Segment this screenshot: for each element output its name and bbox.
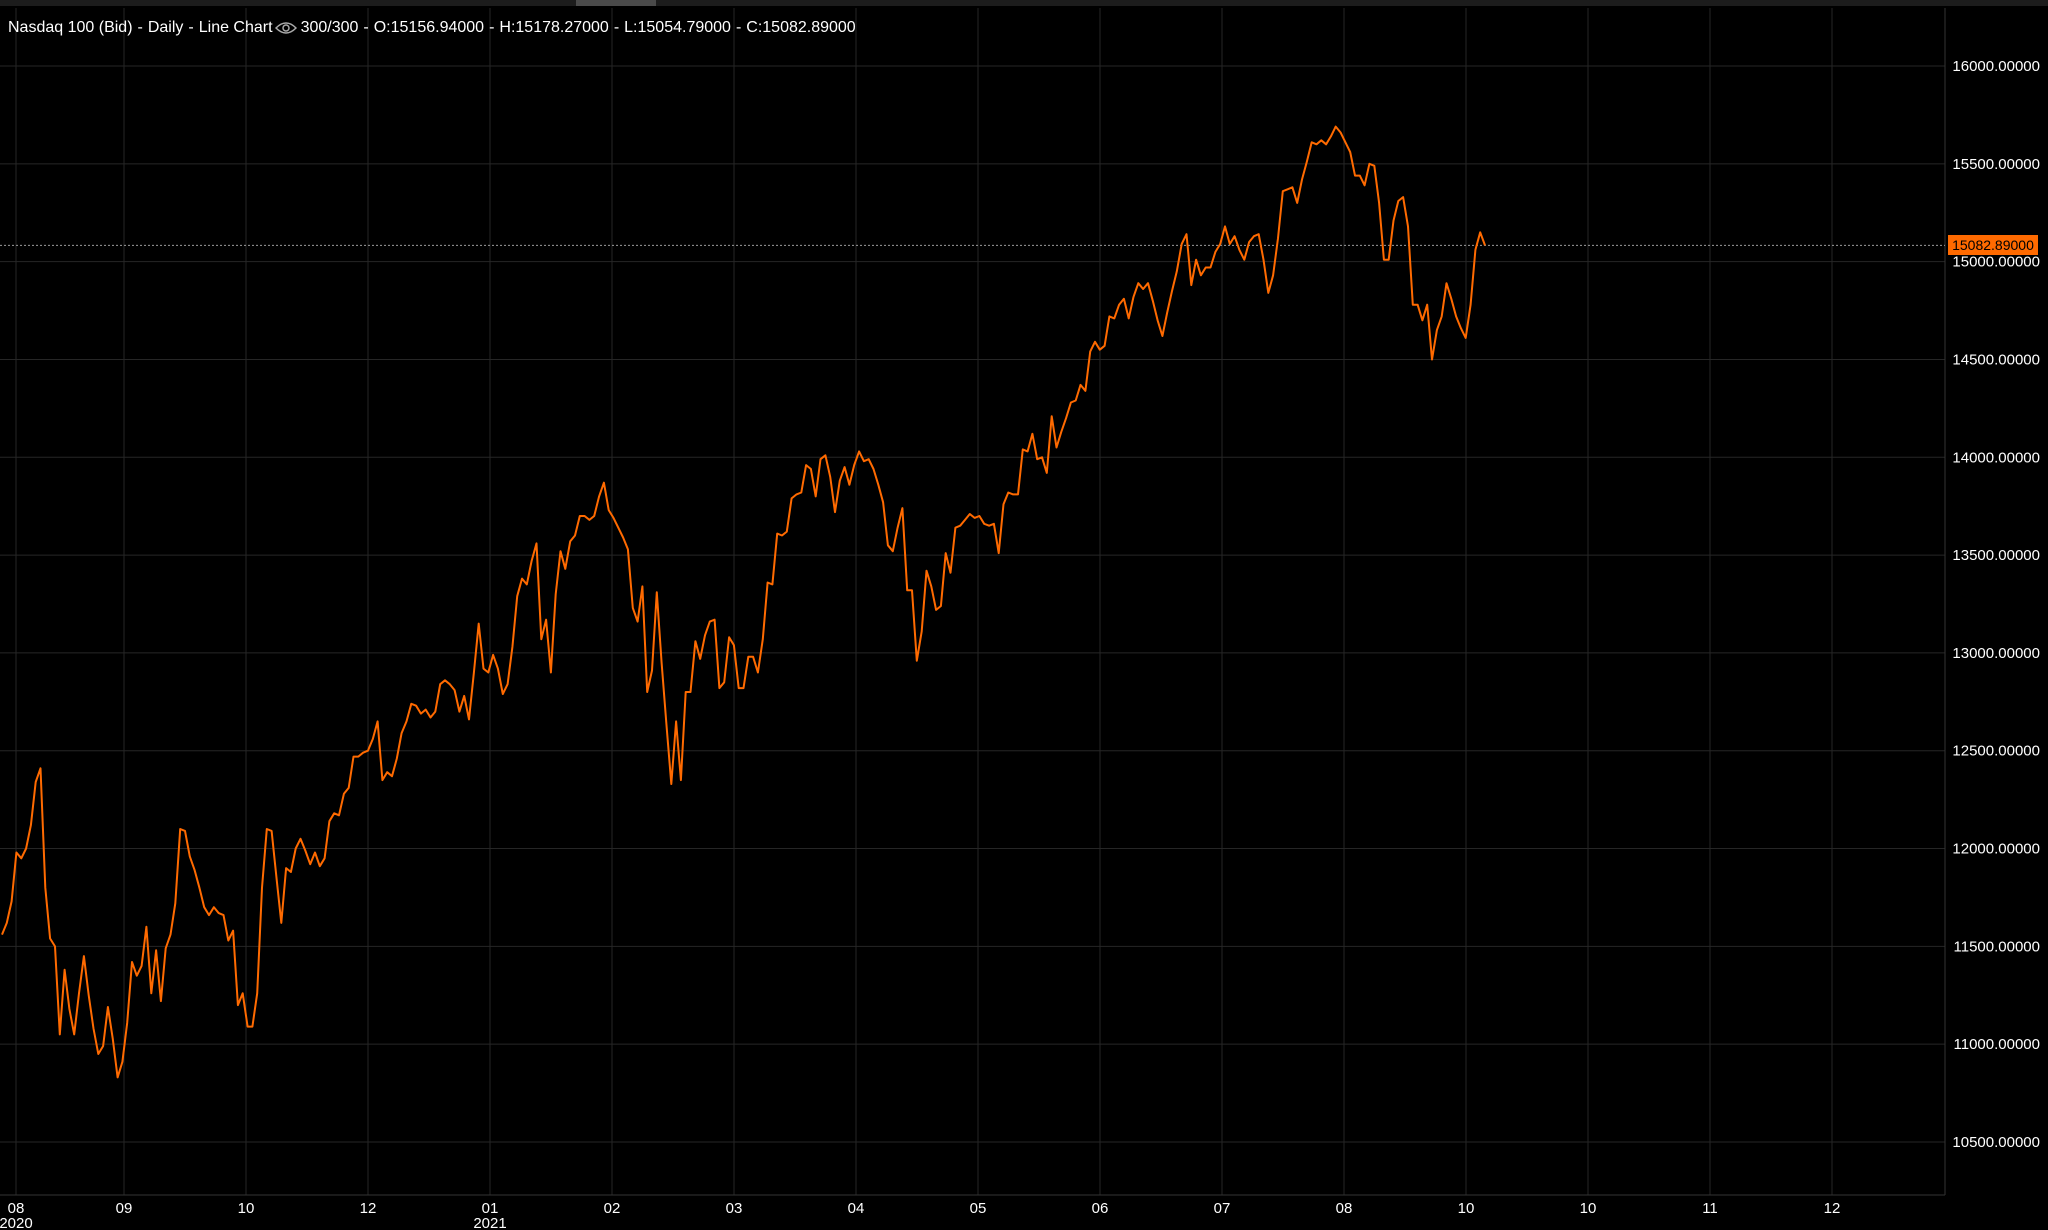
- price-series-line: [1, 125, 1486, 1079]
- open-value: O:15156.94000: [373, 19, 485, 36]
- x-tick-year-label: 2021: [473, 1215, 506, 1230]
- chart-grid: [0, 8, 1946, 1196]
- high-value: H:15178.27000: [499, 19, 609, 36]
- x-tick-label: 07: [1214, 1200, 1231, 1217]
- x-tick-label: 10: [1458, 1200, 1475, 1217]
- y-tick-label: 15000.00000: [1952, 254, 2040, 271]
- header-separator: -: [363, 19, 369, 36]
- bar-count: 300/300: [300, 19, 359, 36]
- y-tick-label: 11000.00000: [1954, 1036, 2040, 1053]
- x-tick-label: 08: [8, 1200, 25, 1217]
- x-tick-label: 02: [604, 1200, 621, 1217]
- last-price-badge: 15082.89000: [1948, 235, 2038, 256]
- instrument-name[interactable]: Nasdaq 100 (Bid): [8, 19, 133, 36]
- window-tab-indicator[interactable]: [576, 0, 656, 6]
- y-tick-label: 14000.00000: [1952, 449, 2040, 466]
- x-tick-label: 12: [360, 1200, 377, 1217]
- chart-header: Nasdaq 100 (Bid) - Daily - Line Chart 30…: [8, 18, 856, 38]
- x-tick-label: 08: [1336, 1200, 1353, 1217]
- y-tick-label: 12000.00000: [1952, 841, 2040, 858]
- y-tick-label: 14500.00000: [1952, 351, 2040, 368]
- header-separator: -: [489, 19, 495, 36]
- x-tick-label: 11: [1702, 1200, 1718, 1217]
- x-tick-label: 06: [1092, 1200, 1109, 1217]
- price-axis[interactable]: 16000.00000 15500.00000 15000.00000 14500.0…: [1952, 58, 2040, 1151]
- header-separator: -: [735, 19, 742, 36]
- chart-type-label[interactable]: Line Chart: [198, 19, 273, 36]
- y-tick-label: 10500.00000: [1952, 1134, 2040, 1151]
- header-separator: -: [137, 19, 143, 36]
- x-tick-label: 04: [848, 1200, 865, 1217]
- x-tick-label: 10: [1580, 1200, 1597, 1217]
- header-separator: -: [188, 19, 194, 36]
- close-value: C:15082.89000: [746, 19, 856, 36]
- x-tick-year-label: 2020: [0, 1215, 33, 1230]
- y-tick-label: 13000.00000: [1952, 645, 2040, 662]
- y-tick-label: 13500.00000: [1952, 547, 2040, 564]
- y-tick-label: 16000.00000: [1952, 58, 2040, 75]
- y-tick-label: 11500.00000: [1954, 938, 2040, 955]
- low-value: L:15054.79000: [624, 19, 731, 36]
- x-tick-label: 01: [482, 1200, 499, 1217]
- header-separator: -: [613, 19, 620, 36]
- y-tick-label: 15500.00000: [1952, 156, 2040, 173]
- x-tick-label: 03: [726, 1200, 743, 1217]
- y-tick-label: 12500.00000: [1952, 743, 2040, 760]
- x-tick-label: 05: [970, 1200, 987, 1217]
- x-tick-label: 10: [238, 1200, 255, 1217]
- x-tick-label: 12: [1824, 1200, 1841, 1217]
- interval-label[interactable]: Daily: [147, 19, 184, 36]
- x-tick-label: 09: [116, 1200, 133, 1217]
- eye-icon[interactable]: [274, 21, 297, 35]
- window-top-bar: [0, 0, 2048, 6]
